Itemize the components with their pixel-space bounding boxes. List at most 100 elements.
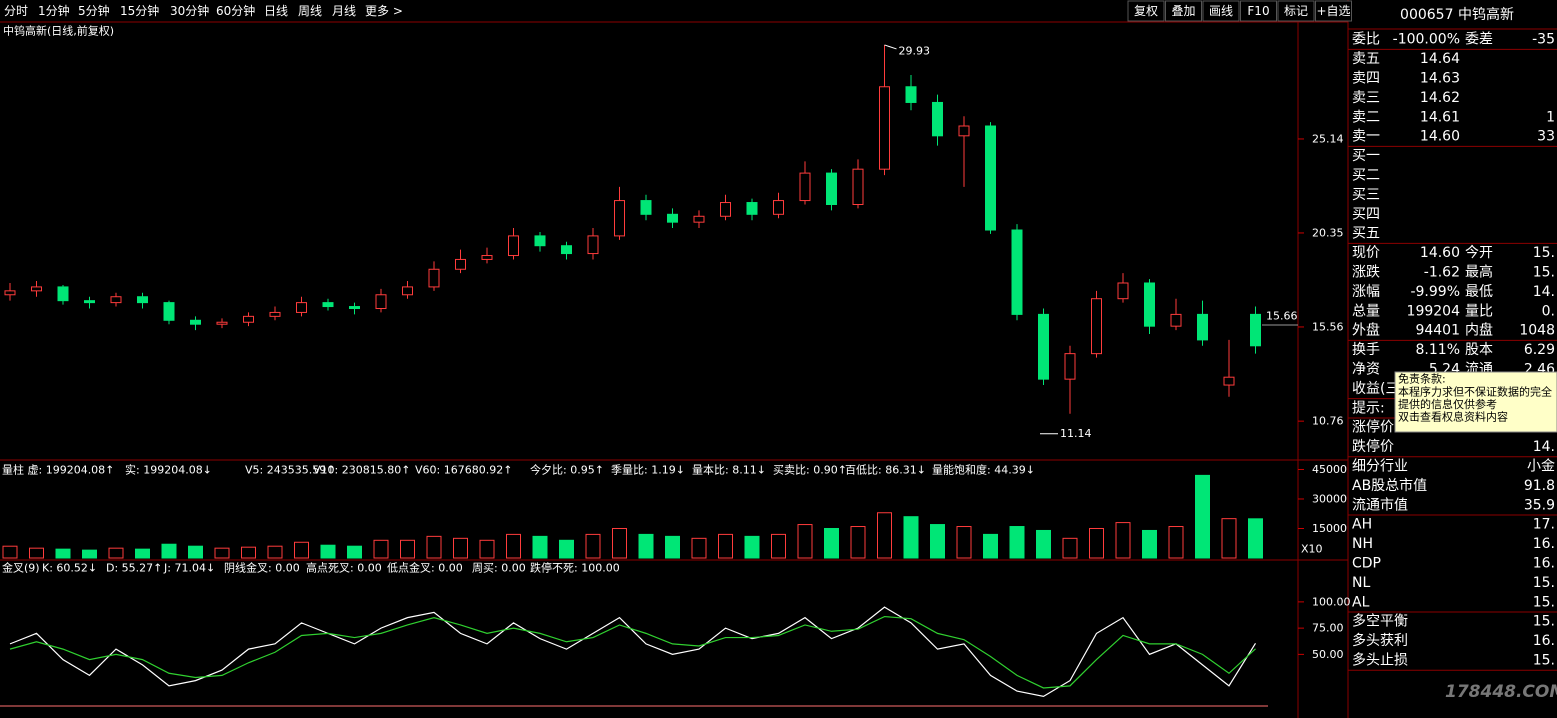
quote-value: 14. [1533,439,1555,455]
quote-value: 15. [1533,575,1555,591]
period-tab[interactable]: 5分钟 [78,3,110,18]
volume-bar [1115,522,1131,559]
kdj-indicator: 周买: 0.00 [472,562,526,575]
quote-label: CDP [1352,556,1381,572]
period-tab[interactable]: 1分钟 [38,3,70,18]
quote-label: 买一 [1352,148,1380,164]
period-tab[interactable]: 月线 [332,4,356,18]
quote-label: 涨幅 [1352,284,1380,300]
quote-value: 8.11% [1416,342,1460,358]
quote-label: 股本 [1465,342,1493,358]
volume-bar [665,535,680,559]
quote-value: 16. [1533,536,1555,552]
quote-label: 多头止损 [1352,652,1408,669]
volume-indicator: 百低比: 86.31↓ [845,464,926,477]
volume-bar [612,527,627,559]
tool-button[interactable]: +自选 [1316,4,1350,18]
quote-value: 1 [1546,109,1555,125]
quote-label: 最低 [1465,284,1493,300]
tool-button-frame[interactable] [1240,0,1277,22]
candle-body [455,258,466,270]
period-tab[interactable]: 日线 [264,4,288,18]
quote-value: 14. [1533,284,1555,300]
period-tab[interactable]: 30分钟 [170,3,209,18]
tool-button[interactable]: 叠加 [1171,4,1195,18]
volume-bar [161,543,177,559]
tool-button[interactable]: F10 [1247,4,1269,18]
period-tab[interactable]: 15分钟 [120,3,159,18]
volume-bar [718,533,733,559]
candle-body [84,300,95,304]
volume-scale: X10 [1301,543,1323,556]
quote-value: 16. [1533,633,1555,649]
period-tab[interactable]: 周线 [298,4,322,18]
quote-label: 最高 [1465,264,1493,281]
candle-body [1064,353,1076,380]
quote-value: 33 [1537,129,1555,145]
quote-label: 买二 [1352,168,1380,184]
y-tick-label: 100.00 [1312,595,1351,608]
volume-bar [1195,474,1210,559]
kdj-indicator: 阴线金叉: 0.00 [224,561,300,575]
quote-value: -100.00% [1393,32,1460,48]
volume-indicator: V10: 230815.80↑ [313,464,410,477]
disclaimer-popup [1394,371,1557,433]
volume-bar [850,526,866,559]
y-tick-label: 75.00 [1312,622,1344,635]
volume-bar [82,549,97,559]
candle-body [1011,229,1023,315]
volume-bar [585,533,601,559]
stock-title: 000657 中钨高新 [1400,6,1514,23]
popup-line: 本程序力求但不保证数据的完全 [1398,385,1552,399]
candle-body [296,302,307,313]
y-tick-label: 20.35 [1312,226,1344,239]
volume-bar [638,533,654,559]
quote-label: 内盘 [1465,322,1493,339]
period-tab[interactable]: 60分钟 [216,3,255,18]
tool-button-frame[interactable] [1277,0,1315,22]
volume-bar [1168,526,1184,559]
quote-label: 卖一 [1352,129,1380,145]
candle-body [31,286,42,292]
quote-label: AH [1352,517,1372,533]
volume-bar [506,533,521,559]
quote-label: 买五 [1352,226,1380,242]
quote-value: 15. [1533,594,1555,610]
volume-bar [400,539,415,559]
tool-button-frame[interactable] [1165,0,1202,22]
volume-bar [1221,518,1237,559]
quote-value: 15. [1533,653,1555,669]
quote-label: 流通市值 [1352,496,1408,513]
candle-body [640,200,652,215]
period-tab[interactable]: 分时 [4,4,28,18]
tool-button-frame[interactable] [1315,0,1352,22]
quote-label: 买三 [1352,187,1380,203]
candle-body [349,306,360,310]
volume-bar [294,541,309,559]
tool-button[interactable]: 标记 [1284,4,1308,18]
tool-button[interactable]: 画线 [1209,4,1233,18]
quote-value: 94401 [1415,323,1460,339]
popup-line: 提供的信息仅供参考 [1398,397,1497,411]
volume-bar [1009,526,1025,559]
tool-button[interactable]: 复权 [1134,4,1158,18]
candle-body [1250,313,1261,347]
volume-indicator: 今夕比: 0.95↑ [530,463,604,477]
candle-body [561,245,572,255]
quote-label: 换手 [1352,341,1380,358]
candle-body [163,302,175,321]
candle-body [985,125,996,231]
volume-bar [29,547,44,559]
candle-body [1117,282,1129,300]
candle-body [534,235,546,247]
quote-value: 0. [1542,303,1555,319]
tool-button-frame[interactable] [1127,0,1165,22]
kdj-indicator: 跌停不死: 100.00 [530,561,620,575]
volume-indicator: V60: 167680.92↑ [415,464,512,477]
quote-label: 提示: [1352,400,1385,416]
tool-button-frame[interactable] [1202,0,1240,22]
y-tick-label: 25.14 [1312,132,1344,145]
volume-bar [108,547,124,559]
period-tab[interactable]: 更多 > [365,4,403,18]
